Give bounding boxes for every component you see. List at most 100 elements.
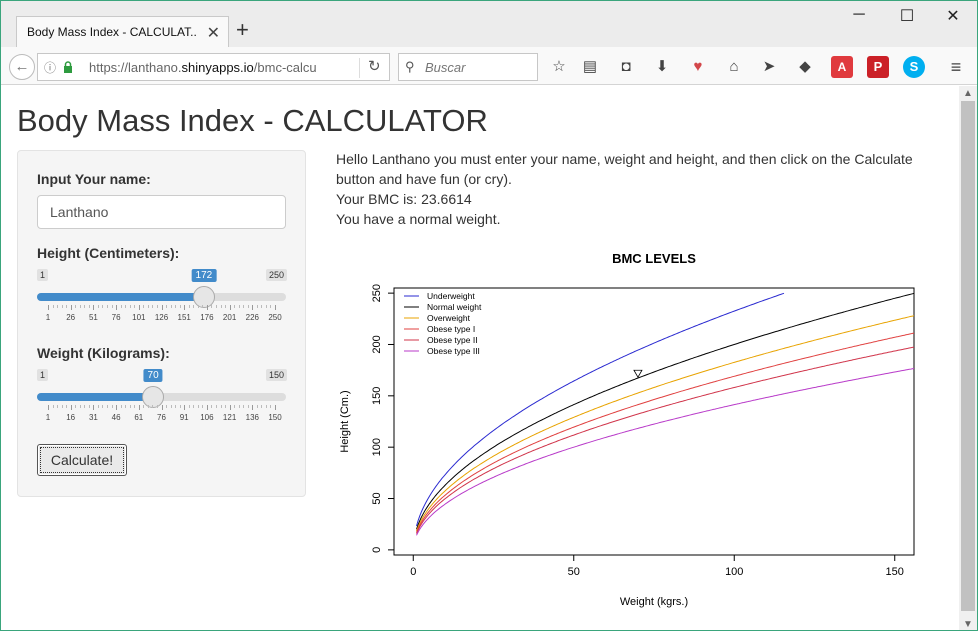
height-minor-tick — [129, 305, 131, 308]
weight-minor-tick — [57, 405, 59, 408]
chart-title: BMC LEVELS — [612, 251, 696, 266]
instructions-text: Hello Lanthano you must enter your name,… — [336, 151, 913, 187]
weight-slider[interactable]: 1 150 70 1 16 31 46 61 76 91 106 121 136 150 — [37, 369, 287, 429]
series-line-4 — [416, 346, 915, 534]
result-messages: Hello Lanthano you must enter your name,… — [336, 149, 936, 229]
bookmark-star-icon[interactable]: ☆ — [552, 58, 566, 75]
tab-title: Body Mass Index - CALCULAT... — [27, 25, 197, 39]
scroll-up-icon[interactable]: ▲ — [963, 88, 973, 99]
height-minor-tick — [188, 305, 190, 308]
search-bar[interactable]: ⚲ Buscar — [398, 53, 538, 81]
weight-tick-label: 1 — [45, 413, 51, 422]
weight-tick-label: 150 — [268, 413, 282, 422]
x-tick-label: 100 — [725, 566, 743, 578]
x-tick-label: 0 — [410, 566, 416, 578]
weight-minor-tick — [61, 405, 63, 408]
legend-label: Underweight — [427, 291, 475, 301]
tab-close-icon[interactable]: ✕ — [206, 25, 220, 42]
x-axis-label: Weight (kgrs.) — [620, 596, 688, 608]
x-tick-label: 150 — [886, 566, 904, 578]
weight-minor-tick — [215, 405, 217, 408]
height-slider[interactable]: 1 250 172 1 26 51 76 101 126 151 176 201 226 250 — [37, 269, 287, 329]
weight-minor-tick — [75, 405, 77, 408]
height-tick-label: 101 — [132, 313, 146, 322]
scroll-down-icon[interactable]: ▼ — [963, 619, 973, 630]
weight-minor-tick — [220, 405, 222, 408]
height-tick — [116, 305, 118, 310]
weight-tick-label: 46 — [111, 413, 121, 422]
reload-icon[interactable]: ↻ — [368, 58, 381, 75]
user-marker — [633, 369, 643, 379]
vertical-scrollbar[interactable]: ▲ ▼ — [959, 86, 977, 630]
scroll-thumb[interactable] — [961, 101, 975, 611]
weight-label: Weight (Kilograms): — [37, 345, 170, 361]
height-tick — [252, 305, 254, 310]
height-minor-tick — [166, 305, 168, 308]
height-tick — [161, 305, 163, 310]
weight-minor-tick — [265, 405, 267, 408]
height-minor-tick — [125, 305, 127, 308]
height-minor-tick — [107, 305, 109, 308]
back-icon[interactable]: ← — [9, 54, 35, 80]
weight-minor-tick — [234, 405, 236, 408]
menu-icon[interactable]: ≡ — [950, 57, 962, 77]
height-tick-label: 201 — [222, 313, 237, 322]
download-icon[interactable]: ⬇ — [655, 58, 669, 75]
plot-frame — [393, 287, 915, 556]
weight-tick-label: 61 — [134, 413, 144, 422]
page-content: Body Mass Index - CALCULATOR Input Your … — [1, 86, 959, 630]
y-axis-label: Height (Cm.) — [339, 390, 351, 452]
pinterest-icon[interactable]: P — [867, 56, 889, 78]
weight-minor-tick — [152, 405, 154, 408]
height-minor-tick — [243, 305, 245, 308]
height-minor-tick — [247, 305, 249, 308]
name-input[interactable]: Lanthano — [37, 195, 286, 229]
height-minor-tick — [256, 305, 258, 308]
height-minor-tick — [88, 305, 90, 308]
send-icon[interactable]: ➤ — [762, 58, 776, 75]
x-tick-label: 50 — [568, 566, 580, 578]
adobe-icon[interactable]: A — [831, 56, 853, 78]
y-tick-label: 100 — [371, 438, 383, 456]
weight-minor-tick — [197, 405, 199, 408]
weight-tick-label: 16 — [66, 413, 76, 422]
new-tab-icon[interactable]: + — [236, 17, 249, 42]
height-tick-label: 151 — [177, 313, 191, 322]
maximize-icon[interactable]: ☐ — [899, 8, 915, 25]
calculate-button[interactable]: Calculate! — [37, 444, 127, 476]
title-bar: Body Mass Index - CALCULAT... ✕ + ─ ☐ ✕ — [1, 1, 977, 47]
height-minor-tick — [143, 305, 145, 308]
page-title: Body Mass Index - CALCULATOR — [17, 103, 488, 138]
height-minor-tick — [179, 305, 181, 308]
minimize-icon[interactable]: ─ — [853, 6, 865, 23]
weight-tick-label: 106 — [200, 413, 214, 422]
weight-tick — [116, 405, 118, 410]
pocket-heart-icon[interactable]: ♥ — [693, 58, 703, 75]
reading-list-icon[interactable]: ▤ — [582, 58, 598, 75]
extension-icon[interactable]: ◆ — [799, 58, 811, 75]
info-icon[interactable]: ⓘ — [44, 61, 57, 75]
height-minor-tick — [57, 305, 59, 308]
weight-tick — [93, 405, 95, 410]
search-placeholder: Buscar — [425, 60, 466, 75]
weight-minor-tick — [170, 405, 172, 408]
skype-icon[interactable]: S — [903, 56, 925, 78]
tab-active[interactable]: Body Mass Index - CALCULAT... ✕ — [16, 16, 229, 47]
home-icon[interactable]: ⌂ — [729, 58, 739, 75]
height-minor-tick — [52, 305, 54, 308]
y-tick-label: 250 — [371, 284, 383, 302]
height-minor-tick — [134, 305, 136, 308]
bmc-chart: BMC LEVELS 0 50 100 150 0 50 100 150 200 250 Weight… — [339, 251, 915, 608]
height-max-label: 250 — [265, 269, 287, 281]
pocket-icon[interactable]: ◘ — [621, 58, 631, 75]
name-label: Input Your name: — [37, 171, 151, 187]
height-tick — [70, 305, 72, 310]
height-handle[interactable] — [192, 286, 215, 308]
close-window-icon[interactable]: ✕ — [946, 8, 960, 25]
nav-bar: ← ⓘ https://lanthano.shinyapps.io/bmc-ca… — [1, 47, 977, 85]
url-bar[interactable]: ⓘ https://lanthano.shinyapps.io/bmc-calc… — [37, 53, 390, 81]
lock-icon — [64, 61, 72, 73]
weight-minor-tick — [156, 405, 158, 408]
height-minor-tick — [61, 305, 63, 308]
height-minor-tick — [225, 305, 227, 308]
